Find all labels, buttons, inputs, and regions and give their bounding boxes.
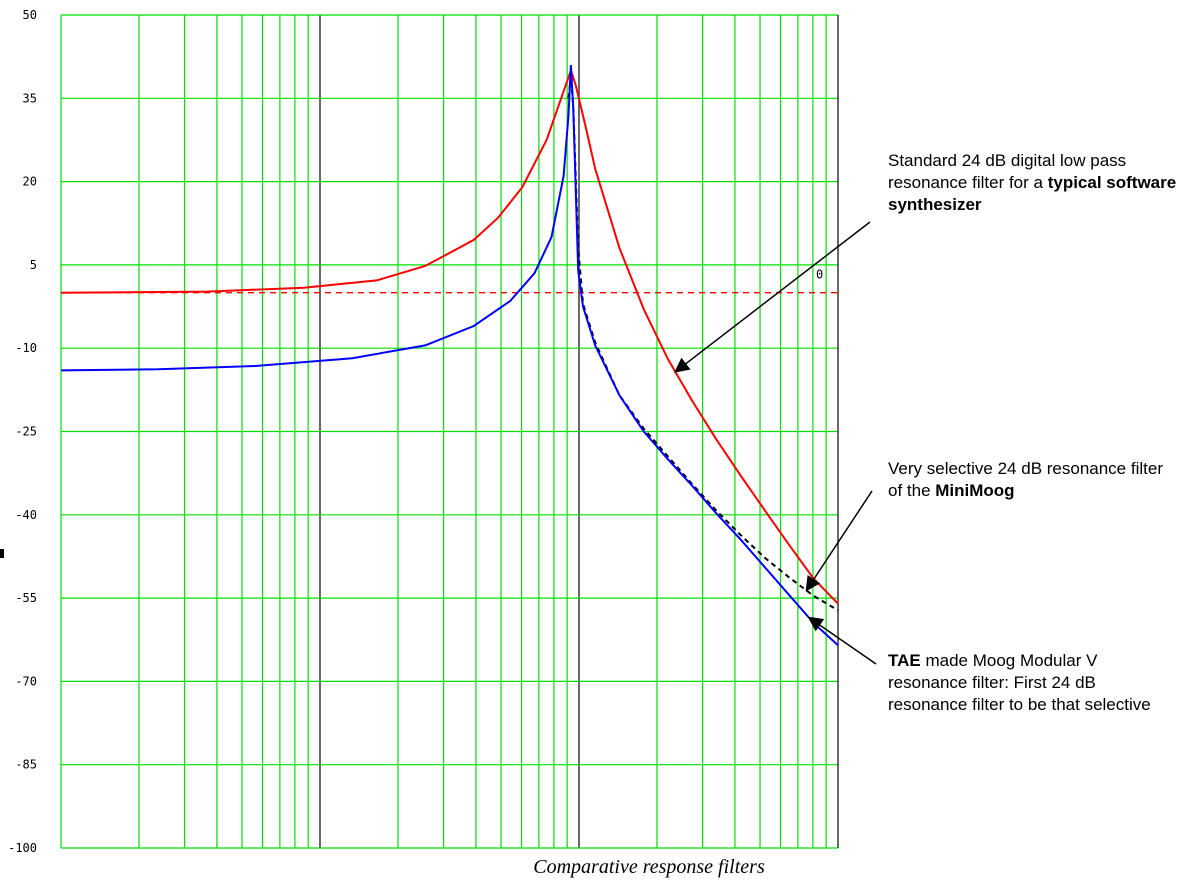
y-tick-label: -25 (15, 425, 37, 439)
annotation-arrow-tae (807, 616, 877, 665)
annotation-tae-filter: TAE made Moog Modular V resonance filter… (888, 650, 1178, 716)
figure-caption: Comparative response filters (533, 856, 765, 878)
reference-line-label: 0 (816, 268, 823, 282)
y-tick-label: 5 (30, 258, 37, 272)
annotation-software-text: Standard 24 dB digital low pass resonanc… (888, 151, 1127, 192)
annotation-arrow-software (674, 221, 871, 373)
y-tick-label: 35 (23, 91, 37, 105)
y-tick-label: -100 (8, 841, 37, 855)
side-marker (0, 549, 4, 558)
annotation-arrow-minimoog (805, 490, 873, 592)
y-tick-label: -40 (15, 508, 37, 522)
annotation-minimoog-bold: MiniMoog (935, 481, 1015, 500)
series-line-minimoog (567, 75, 839, 612)
y-tick-label: 50 (23, 8, 37, 22)
y-tick-label: -70 (15, 674, 37, 688)
y-tick-label: -85 (15, 758, 37, 772)
annotation-tae-text: made Moog Modular V resonance filter: Fi… (888, 651, 1151, 714)
y-tick-label: -10 (15, 341, 37, 355)
annotation-minimoog-text: Very selective 24 dB resonance filter of… (888, 459, 1163, 500)
annotation-tae-bold: TAE (888, 651, 921, 670)
annotation-software-filter: Standard 24 dB digital low pass resonanc… (888, 150, 1178, 216)
y-tick-label: 20 (23, 175, 37, 189)
annotation-minimoog-filter: Very selective 24 dB resonance filter of… (888, 458, 1178, 502)
y-tick-label: -55 (15, 591, 37, 605)
annotation-software-bold: typical software synthesizer (888, 173, 1177, 214)
series-line-tae (60, 64, 839, 647)
series-line-software (60, 67, 839, 605)
